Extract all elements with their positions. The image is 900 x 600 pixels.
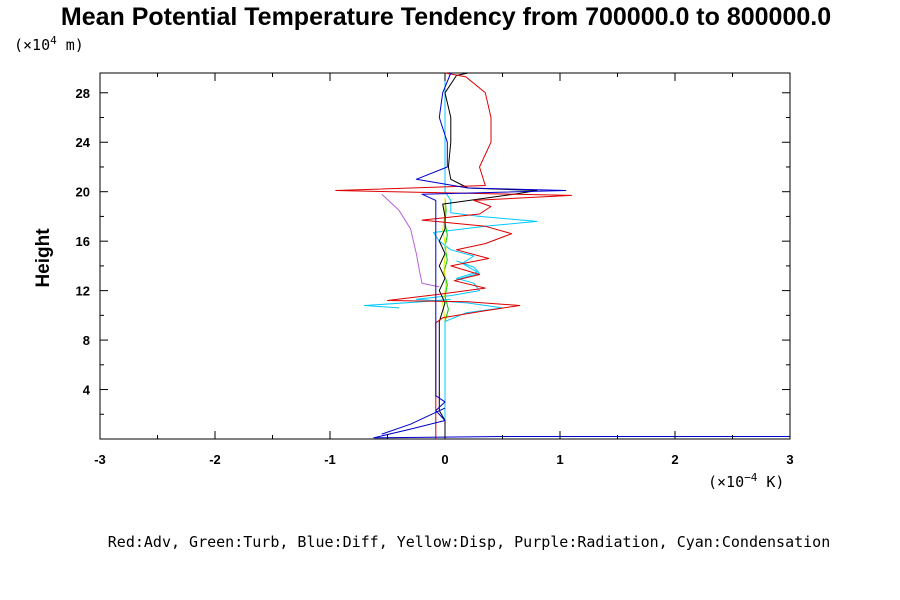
x-tick-label-3: 0 <box>441 452 448 467</box>
x-tick-label-1: -2 <box>209 452 221 467</box>
y-tick-label-5: 24 <box>76 135 91 150</box>
x-tick-label-0: -3 <box>94 452 106 467</box>
y-tick-label-1: 8 <box>83 333 90 348</box>
legend: Red:Adv, Green:Turb, Blue:Diff, Yellow:D… <box>108 533 830 551</box>
y-tick-label-2: 12 <box>76 284 90 299</box>
series-layer <box>335 72 790 439</box>
y-tick-label-6: 28 <box>76 86 90 101</box>
x-tick-label-4: 1 <box>556 452 563 467</box>
x-unit-label: (×10−4 K) <box>708 471 784 491</box>
y-unit-label: (×104 m) <box>14 34 84 54</box>
x-tick-label-5: 2 <box>671 452 678 467</box>
x-tick-label-6: 3 <box>786 452 793 467</box>
y-tick-label-3: 16 <box>76 234 90 249</box>
series-line-7 <box>335 72 572 439</box>
series-line-6 <box>438 72 538 438</box>
series-line-9 <box>381 407 446 435</box>
series-line-1 <box>364 298 451 309</box>
chart-title: Mean Potential Temperature Tendency from… <box>61 3 831 31</box>
series-line-2 <box>456 260 480 280</box>
series-line-3 <box>381 193 440 288</box>
series-line-8 <box>373 72 790 439</box>
y-tick-label-0: 4 <box>83 383 91 398</box>
y-tick-label-4: 20 <box>76 185 90 200</box>
x-tick-label-2: -1 <box>324 452 336 467</box>
y-axis-label: Height <box>33 228 54 288</box>
